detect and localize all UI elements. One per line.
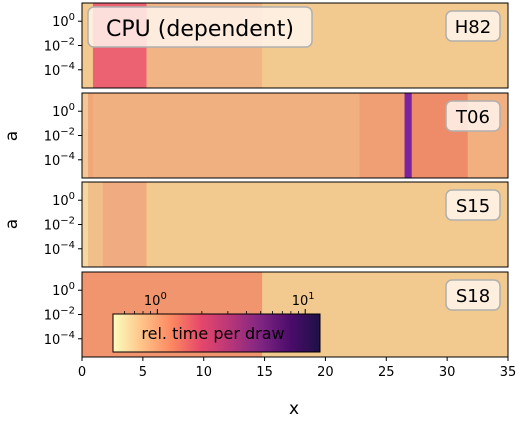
x-axis-label: x — [289, 399, 299, 419]
panel-label: S15 — [456, 196, 490, 217]
heatmap-region — [88, 182, 103, 267]
y-tick-label: 100 — [52, 12, 75, 30]
x-tick-label: 10 — [195, 365, 212, 380]
x-tick-label: 0 — [78, 365, 86, 380]
y-axis-label-upper: a — [2, 131, 22, 141]
x-tick-label: 30 — [439, 365, 456, 380]
chart-title: CPU (dependent) — [106, 17, 294, 42]
y-tick-label: 10−4 — [44, 151, 75, 169]
colorbar-gradient — [112, 313, 321, 353]
panel-label-box: S18 — [445, 279, 501, 311]
panel-label-box: S15 — [445, 189, 501, 221]
panel-label-box: H82 — [445, 10, 501, 42]
heatmap-region — [88, 93, 93, 178]
y-tick-label: 10−2 — [44, 216, 75, 234]
panel-label-box: T06 — [445, 100, 501, 132]
x-tick-label: 5 — [139, 365, 147, 380]
panel-label: S18 — [456, 286, 490, 307]
panel-t06: T06 100 10−2 10−4 — [44, 92, 509, 179]
heatmap-region — [102, 182, 147, 267]
panel-background — [82, 182, 508, 267]
y-tick-label: 100 — [52, 191, 75, 209]
x-tick-label: 15 — [256, 365, 273, 380]
panel-s15: S15 100 10−2 10−4 — [44, 181, 509, 268]
y-tick-label: 10−4 — [44, 330, 75, 348]
y-tick-label: 100 — [52, 281, 75, 299]
panel-label: T06 — [455, 107, 490, 128]
heatmap-region — [82, 182, 89, 267]
heatmap-region — [82, 3, 93, 88]
heatmap-region — [359, 93, 405, 178]
heatmap-region — [404, 93, 412, 178]
y-tick-label: 10−2 — [44, 37, 75, 55]
y-tick-label: 10−4 — [44, 61, 75, 79]
panel-label: H82 — [455, 17, 491, 38]
heatmap-region — [82, 93, 89, 178]
y-tick-label: 100 — [52, 102, 75, 120]
x-tick-label: 25 — [378, 365, 395, 380]
colorbar-label: rel. time per draw — [141, 324, 284, 343]
colorbar: 100 101 rel. time per draw — [112, 291, 321, 353]
chart-title-box: CPU (dependent) — [87, 6, 313, 48]
y-tick-label: 10−2 — [44, 127, 75, 145]
x-tick-label: 35 — [500, 365, 517, 380]
y-tick-label: 10−2 — [44, 306, 75, 324]
y-axis-label-lower: a — [2, 219, 22, 229]
y-tick-label: 10−4 — [44, 240, 75, 258]
x-tick-label: 20 — [317, 365, 334, 380]
